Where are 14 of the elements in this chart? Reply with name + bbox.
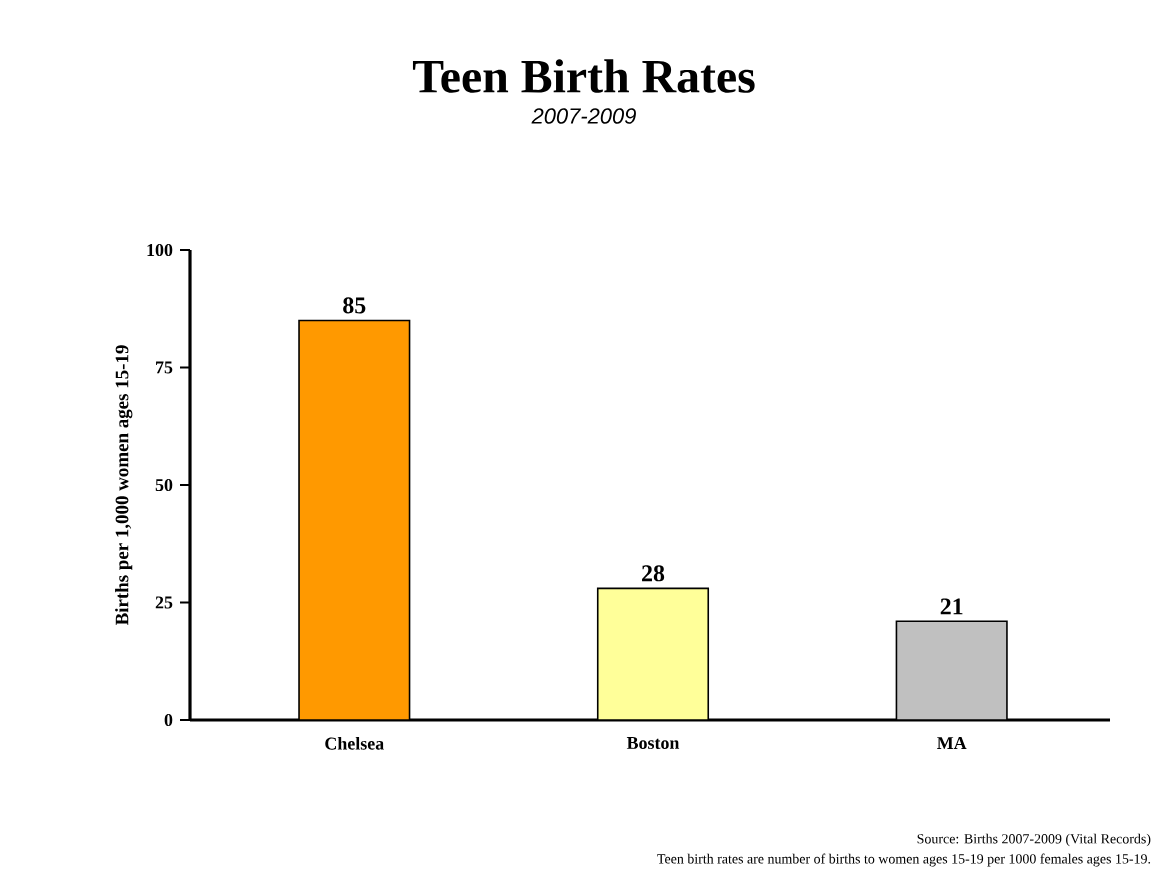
data-label: 85	[343, 297, 366, 314]
y-tick-label: 100	[147, 243, 173, 257]
y-tick-label: 75	[156, 361, 173, 374]
x-tick-label: MA	[937, 737, 967, 749]
y-tick-label: 50	[155, 478, 173, 492]
chart-subtitle: 2007-2009	[531, 108, 636, 124]
y-tick-label: 0	[164, 713, 173, 727]
data-label: 28	[642, 565, 665, 582]
x-tick-label: Chelsea	[325, 737, 384, 750]
y-tick-label: 25	[155, 596, 173, 609]
y-axis-title: Births per 1,000 women ages 15-19	[115, 345, 133, 626]
chart-title: Teen Birth Rates	[412, 59, 755, 93]
x-tick-label: Boston	[626, 737, 680, 749]
data-label: 21	[940, 598, 963, 615]
